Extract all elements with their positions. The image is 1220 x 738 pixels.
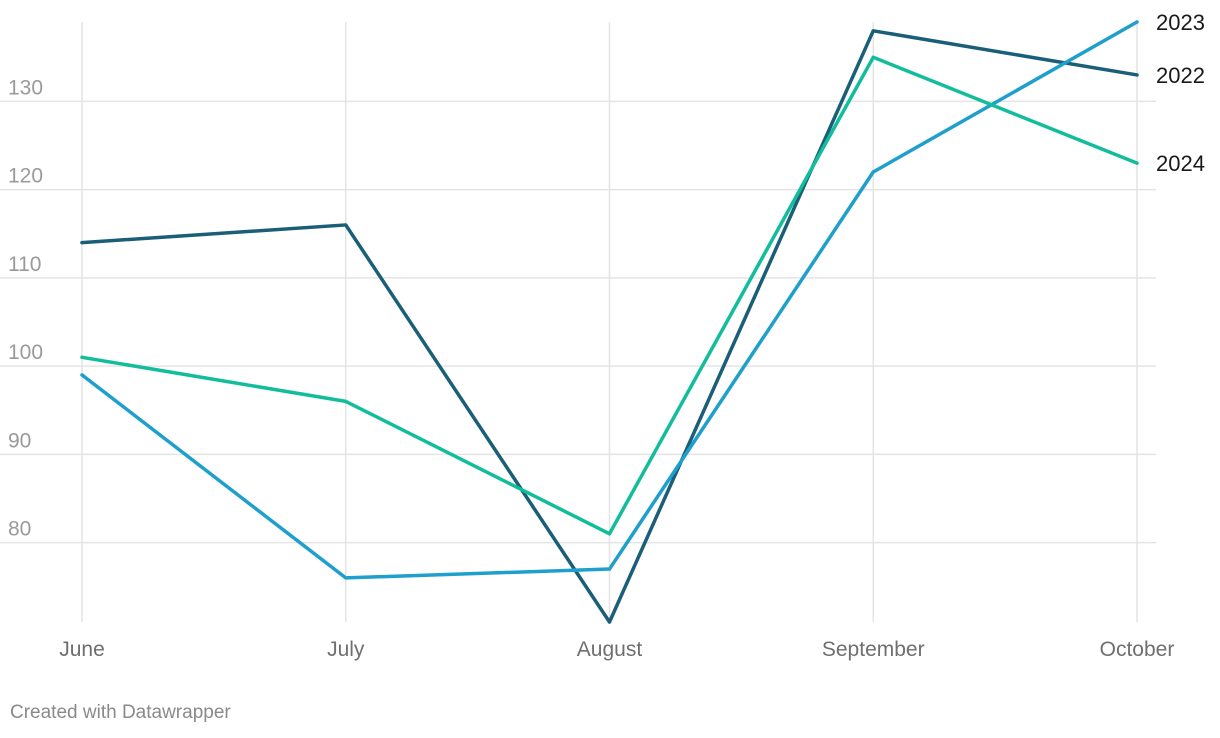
x-tick-label: August	[577, 638, 643, 661]
data-point-2023	[1135, 20, 1139, 24]
line-chart: 80 90 100 110 120 130 June July August September…	[0, 10, 1205, 661]
data-point-2024	[871, 55, 875, 59]
series-label-2022: 2022	[1156, 63, 1205, 88]
data-point-2024	[607, 532, 612, 536]
series-labels: 2022 2023 2024	[1156, 10, 1205, 176]
credit-text: Created with Datawrapper	[10, 702, 231, 723]
data-point-2022	[80, 240, 84, 245]
data-point-2022	[607, 620, 612, 624]
x-tick-label: September	[822, 638, 925, 661]
y-tick-label: 110	[8, 253, 41, 276]
data-point-2022	[871, 29, 875, 33]
data-point-2023	[80, 373, 84, 377]
y-tick-label: 120	[8, 165, 43, 188]
data-point-2023	[607, 567, 612, 571]
x-tick-label: October	[1100, 638, 1175, 661]
y-tick-label: 80	[8, 518, 31, 541]
y-axis: 80 90 100 110 120 130	[8, 76, 43, 540]
data-point-2022	[1135, 73, 1139, 77]
x-gridlines	[81, 22, 1138, 622]
data-point-2024	[80, 355, 84, 359]
y-tick-label: 130	[8, 76, 43, 99]
data-point-2023	[344, 576, 348, 580]
series-label-2023: 2023	[1156, 10, 1205, 35]
x-axis: June July August September October	[59, 638, 1174, 661]
data-point-2024	[344, 399, 348, 404]
series-points	[80, 20, 1139, 624]
data-point-2024	[1135, 161, 1139, 165]
y-tick-label: 90	[8, 429, 31, 452]
y-gridlines	[0, 100, 1156, 544]
x-tick-label: June	[59, 638, 105, 661]
series-label-2024: 2024	[1156, 151, 1205, 176]
x-tick-label: July	[327, 638, 365, 661]
y-tick-label: 100	[8, 341, 43, 364]
data-point-2022	[344, 223, 348, 227]
data-point-2023	[871, 170, 875, 174]
